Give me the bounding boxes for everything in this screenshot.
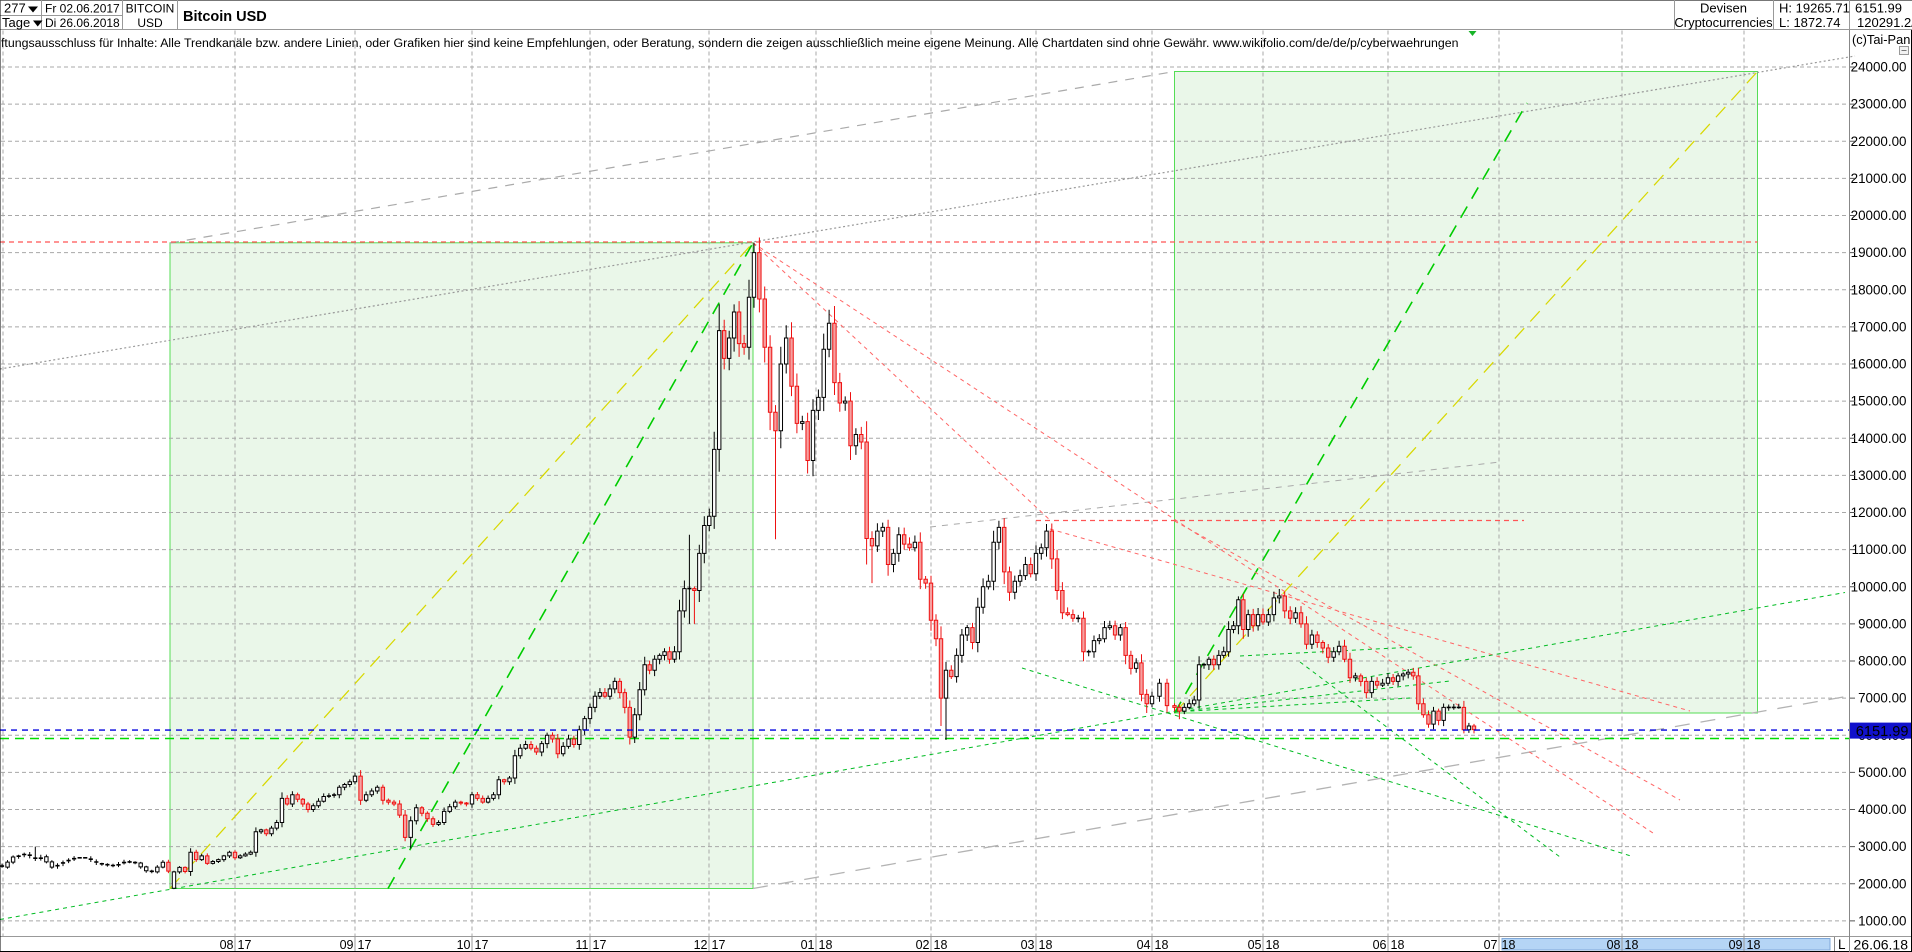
svg-text:8000.00: 8000.00: [1858, 654, 1906, 669]
svg-text:ftungsausschluss für Inhalte:: ftungsausschluss für Inhalte: Alle Trend…: [1, 36, 1459, 50]
svg-text:18000.00: 18000.00: [1851, 282, 1907, 297]
svg-text:BITCOIN: BITCOIN: [126, 2, 175, 16]
svg-text:15000.00: 15000.00: [1851, 394, 1907, 409]
svg-text:23000.00: 23000.00: [1851, 97, 1907, 112]
svg-text:18: 18: [1155, 938, 1169, 952]
svg-text:6151.99: 6151.99: [1855, 1, 1902, 16]
svg-text:17: 17: [475, 938, 489, 952]
svg-text:14000.00: 14000.00: [1851, 431, 1907, 446]
svg-text:3000.00: 3000.00: [1858, 839, 1906, 854]
svg-text:277: 277: [4, 1, 26, 16]
svg-text:24000.00: 24000.00: [1851, 60, 1907, 75]
svg-text:10000.00: 10000.00: [1851, 579, 1907, 594]
svg-text:Devisen: Devisen: [1700, 1, 1747, 16]
svg-text:05: 05: [1248, 938, 1262, 952]
svg-text:USD: USD: [137, 16, 163, 30]
svg-text:16000.00: 16000.00: [1851, 357, 1907, 372]
svg-text:H: 19265.71: H: 19265.71: [1779, 1, 1850, 16]
svg-text:17: 17: [593, 938, 607, 952]
svg-text:26.06.18: 26.06.18: [1854, 936, 1909, 952]
svg-text:18: 18: [1039, 938, 1053, 952]
svg-text:6151.99: 6151.99: [1856, 724, 1909, 740]
svg-text:18: 18: [1747, 938, 1761, 952]
svg-text:03: 03: [1021, 938, 1035, 952]
svg-text:20000.00: 20000.00: [1851, 208, 1907, 223]
svg-text:5000.00: 5000.00: [1858, 765, 1906, 780]
svg-text:120291.2/6: 120291.2/6: [1857, 15, 1912, 30]
svg-text:09: 09: [1729, 938, 1743, 952]
svg-text:(c)Tai-Pan: (c)Tai-Pan: [1852, 32, 1910, 47]
svg-text:06: 06: [1373, 938, 1387, 952]
svg-text:19000.00: 19000.00: [1851, 245, 1907, 260]
svg-text:Tage: Tage: [2, 15, 30, 30]
svg-text:08: 08: [1607, 938, 1621, 952]
svg-text:18: 18: [1502, 938, 1516, 952]
svg-text:11000.00: 11000.00: [1852, 542, 1907, 557]
svg-text:18: 18: [934, 938, 948, 952]
svg-text:2000.00: 2000.00: [1858, 876, 1906, 891]
svg-text:Bitcoin USD: Bitcoin USD: [183, 9, 267, 25]
svg-text:L: 1872.74: L: 1872.74: [1779, 15, 1840, 30]
svg-text:22000.00: 22000.00: [1851, 134, 1907, 149]
svg-text:18: 18: [1266, 938, 1280, 952]
svg-text:01: 01: [801, 938, 815, 952]
svg-text:04: 04: [1137, 938, 1151, 952]
svg-text:11: 11: [576, 938, 589, 952]
svg-text:17: 17: [358, 938, 372, 952]
svg-text:12: 12: [694, 938, 708, 952]
svg-text:09: 09: [340, 938, 354, 952]
svg-text:12000.00: 12000.00: [1851, 505, 1907, 520]
svg-text:18: 18: [819, 938, 833, 952]
svg-text:07: 07: [1484, 938, 1498, 952]
svg-text:Fr 02.06.2017: Fr 02.06.2017: [45, 2, 120, 16]
svg-text:1000.00: 1000.00: [1858, 914, 1906, 929]
svg-text:10: 10: [457, 938, 471, 952]
svg-text:4000.00: 4000.00: [1858, 802, 1906, 817]
svg-text:08: 08: [220, 938, 234, 952]
svg-text:02: 02: [916, 938, 930, 952]
svg-text:L: L: [1838, 937, 1846, 952]
svg-text:17: 17: [712, 938, 726, 952]
svg-text:9000.00: 9000.00: [1858, 617, 1906, 632]
svg-text:Di 26.06.2018: Di 26.06.2018: [45, 16, 120, 30]
svg-text:13000.00: 13000.00: [1851, 468, 1907, 483]
svg-text:7000.00: 7000.00: [1858, 691, 1906, 706]
svg-text:18: 18: [1625, 938, 1639, 952]
svg-text:17: 17: [238, 938, 252, 952]
svg-text:21000.00: 21000.00: [1851, 171, 1907, 186]
svg-text:17000.00: 17000.00: [1851, 320, 1907, 335]
svg-text:18: 18: [1391, 938, 1405, 952]
svg-text:Cryptocurrencies: Cryptocurrencies: [1674, 15, 1773, 30]
